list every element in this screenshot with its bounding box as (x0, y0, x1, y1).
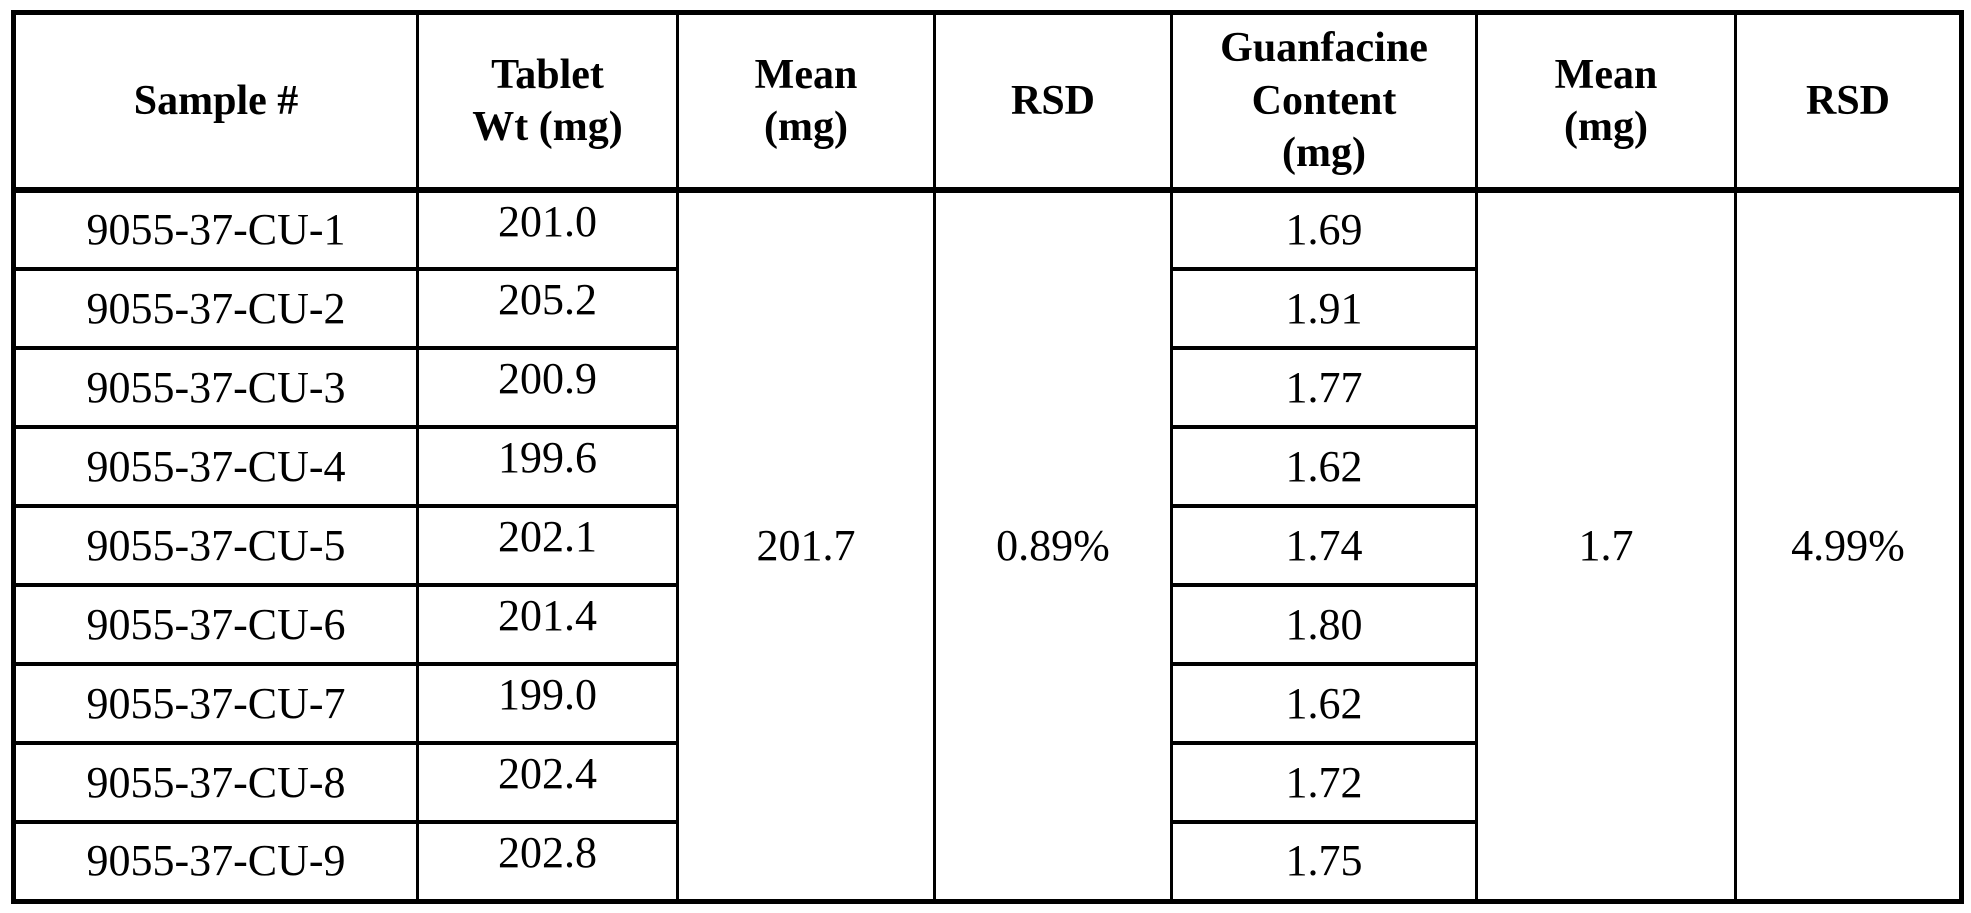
guanfacine-mean-cell: 1.7 (1475, 188, 1737, 903)
sample-id-cell: 9055-37-CU-9 (12, 820, 419, 903)
sample-id-cell: 9055-37-CU-6 (12, 583, 419, 666)
guanfacine-content-cell: 1.75 (1170, 820, 1478, 903)
header-guanfacine-rsd: RSD (1734, 11, 1963, 193)
header-guanfacine-mean: Mean (mg) (1475, 11, 1737, 193)
table-row: 9055-37-CU-6 201.4 1.80 (12, 583, 1962, 666)
sample-id-cell: 9055-37-CU-7 (12, 662, 419, 745)
guanfacine-content-cell: 1.74 (1170, 504, 1478, 587)
content-uniformity-table: Sample # Tablet Wt (mg) Mean (mg) RSD Gu… (11, 10, 1964, 904)
tablet-wt-cell: 199.0 (416, 662, 679, 745)
guanfacine-content-cell: 1.62 (1170, 662, 1478, 745)
tablet-wt-cell: 202.1 (416, 504, 679, 587)
table-row: 9055-37-CU-5 202.1 1.74 (12, 504, 1962, 587)
tablet-wt-cell: 205.2 (416, 267, 679, 350)
tablet-wt-cell: 202.4 (416, 741, 679, 824)
tablet-rsd-cell: 0.89% (933, 188, 1173, 903)
tablet-wt-cell: 202.8 (416, 820, 679, 903)
header-row: Sample # Tablet Wt (mg) Mean (mg) RSD Gu… (12, 11, 1963, 193)
header-tablet-rsd: RSD (933, 11, 1173, 193)
header-tablet-mean: Mean (mg) (676, 11, 936, 193)
guanfacine-content-cell: 1.69 (1170, 188, 1478, 271)
tablet-wt-cell: 199.6 (416, 425, 679, 508)
sample-id-cell: 9055-37-CU-3 (12, 346, 419, 429)
tablet-wt-cell: 200.9 (416, 346, 679, 429)
header-sample: Sample # (12, 11, 419, 193)
guanfacine-content-cell: 1.77 (1170, 346, 1478, 429)
table-row: 9055-37-CU-9 202.8 1.75 (12, 820, 1962, 903)
guanfacine-content-cell: 1.62 (1170, 425, 1478, 508)
guanfacine-content-cell: 1.80 (1170, 583, 1478, 666)
sample-id-cell: 9055-37-CU-2 (12, 267, 419, 350)
sample-id-cell: 9055-37-CU-5 (12, 504, 419, 587)
table-row: 9055-37-CU-2 205.2 1.91 (12, 267, 1962, 350)
table-row: 9055-37-CU-8 202.4 1.72 (12, 741, 1962, 824)
table-row: 9055-37-CU-7 199.0 1.62 (12, 662, 1962, 745)
tablet-wt-cell: 201.4 (416, 583, 679, 666)
tablet-mean-cell: 201.7 (676, 188, 936, 903)
guanfacine-rsd-cell: 4.99% (1734, 188, 1963, 903)
guanfacine-content-cell: 1.72 (1170, 741, 1478, 824)
table-row: 9055-37-CU-4 199.6 1.62 (12, 425, 1962, 508)
header-tablet-wt: Tablet Wt (mg) (416, 11, 679, 193)
table-row: 9055-37-CU-3 200.9 1.77 (12, 346, 1962, 429)
sample-id-cell: 9055-37-CU-1 (12, 188, 419, 271)
header-guanfacine-content: Guanfacine Content (mg) (1170, 11, 1478, 193)
table-row: 9055-37-CU-1 201.0 201.7 0.89% 1.69 1.7 … (12, 188, 1963, 903)
tablet-wt-cell: 201.0 (416, 188, 679, 271)
sample-id-cell: 9055-37-CU-8 (12, 741, 419, 824)
guanfacine-content-cell: 1.91 (1170, 267, 1478, 350)
sample-id-cell: 9055-37-CU-4 (12, 425, 419, 508)
